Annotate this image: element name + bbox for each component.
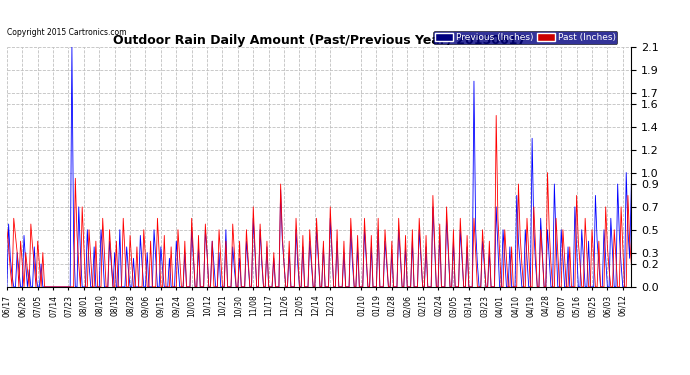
Title: Outdoor Rain Daily Amount (Past/Previous Year) 20150617: Outdoor Rain Daily Amount (Past/Previous…: [112, 34, 526, 47]
Legend: Previous (Inches), Past (Inches): Previous (Inches), Past (Inches): [433, 31, 618, 44]
Text: Copyright 2015 Cartronics.com: Copyright 2015 Cartronics.com: [7, 28, 126, 37]
